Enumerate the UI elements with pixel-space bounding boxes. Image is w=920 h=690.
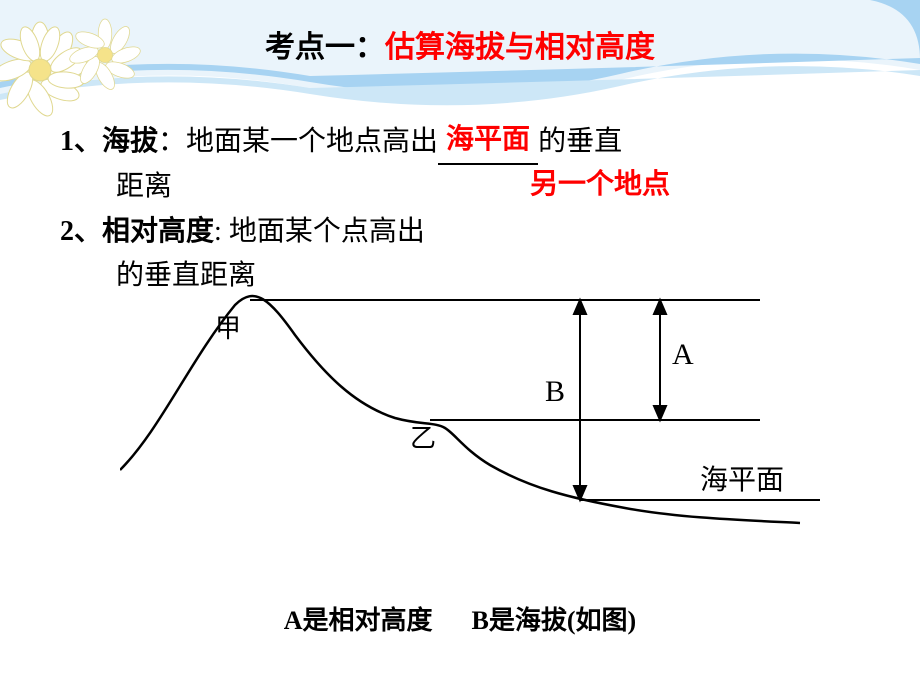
- def1-colon: ：: [158, 126, 186, 157]
- def1-line2-text: 距离: [116, 171, 172, 202]
- slide-title: 考点一：估算海拔与相对高度: [0, 22, 920, 66]
- definition-1-line2: 距离: [60, 165, 860, 210]
- bottom-caption: A是相对高度 B是海拔(如图): [0, 600, 920, 637]
- def2-num: 2、: [60, 216, 102, 247]
- title-prefix: 考点一：: [265, 31, 385, 64]
- definition-1-line1: 1、海拔：地面某一个地点高出海平面的垂直: [60, 118, 860, 165]
- def2-body: 地面某个点高出: [222, 216, 425, 247]
- def2-term: 相对高度: [102, 216, 214, 247]
- content-area: 1、海拔：地面某一个地点高出海平面的垂直 距离 2、相对高度: 地面某个点高出 …: [60, 118, 860, 299]
- def1-fill: 海平面: [446, 124, 530, 155]
- title-main: 估算海拔与相对高度: [385, 31, 655, 64]
- label-sealevel: 海平面: [700, 458, 784, 498]
- caption-a: A是相对高度: [284, 606, 433, 635]
- caption-gap: [433, 606, 472, 635]
- def1-pre: 地面某一个地点高出: [186, 126, 438, 157]
- def1-term: 海拔: [102, 126, 158, 157]
- def1-blank: 海平面: [438, 118, 538, 165]
- caption-b: B是海拔(如图): [472, 606, 637, 635]
- label-jia: 甲: [215, 308, 241, 345]
- def1-post: 的垂直: [538, 126, 622, 157]
- def1-num: 1、: [60, 126, 102, 157]
- def2-colon: :: [214, 216, 222, 247]
- definition-2-line1: 2、相对高度: 地面某个点高出: [60, 210, 860, 255]
- label-yi: 乙: [410, 418, 436, 455]
- side-answer-red: 另一个地点: [530, 162, 670, 202]
- elevation-diagram: 甲 乙 A B 海平面: [120, 280, 820, 540]
- label-B: B: [545, 375, 565, 409]
- label-A: A: [672, 338, 694, 372]
